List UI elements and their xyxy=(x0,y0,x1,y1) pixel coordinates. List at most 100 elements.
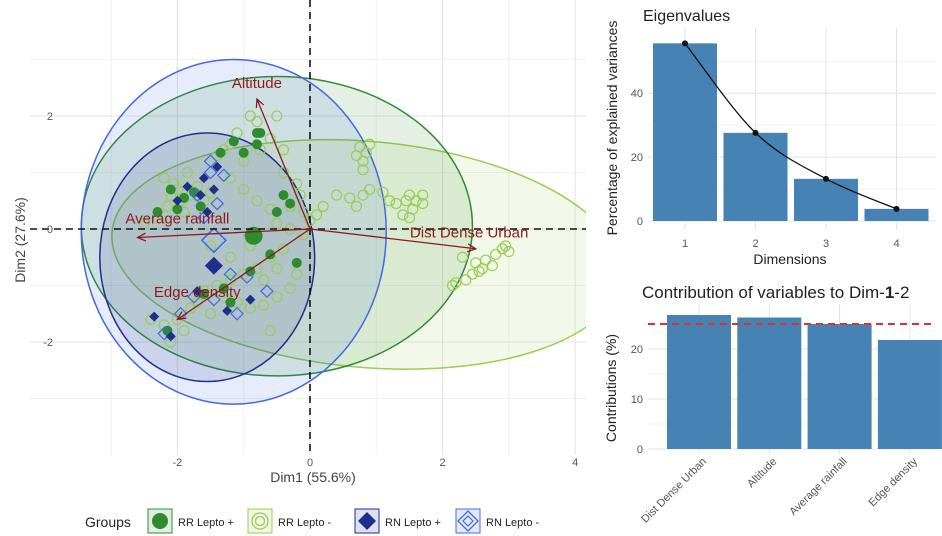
contrib-title: Contribution of variables to Dim-1-2 xyxy=(642,283,909,302)
eigenvalues-chart: 0 20 40 1 2 3 4 Eigenvalues Dimensions Percent… xyxy=(604,8,936,267)
point-rr-lepto-pos xyxy=(271,207,282,218)
arrow-edge-density xyxy=(177,228,311,320)
eigen-bar-dim-4 xyxy=(864,208,929,221)
point-rr-lepto-neg xyxy=(185,302,197,314)
pca-x-tick-label: 2 xyxy=(440,457,446,469)
contrib-x-tick-label: Dist Dense Urban xyxy=(639,456,709,526)
eigen-point-dim-1 xyxy=(682,40,688,47)
eigen-y-axis-label: Percentage of explained variances xyxy=(604,21,620,236)
point-rr-lepto-neg xyxy=(244,110,256,122)
point-rr-lepto-pos xyxy=(278,190,289,201)
point-rr-lepto-neg xyxy=(317,200,329,212)
point-rr-lepto-neg xyxy=(450,277,462,289)
pca-x-axis-label: Dim1 (55.6%) xyxy=(270,469,356,485)
legend-label-rn_pos: RN Lepto + xyxy=(385,517,441,529)
eigen-x-tick-label: 4 xyxy=(893,238,899,250)
point-rr-lepto-neg xyxy=(357,189,369,201)
point-rn-lepto-pos xyxy=(182,181,193,192)
point-rr-lepto-neg xyxy=(460,274,472,286)
point-rr-lepto-neg xyxy=(503,246,515,258)
contrib-y-tick-label: 20 xyxy=(631,344,643,356)
point-rr-lepto-neg xyxy=(158,172,170,184)
point-rr-lepto-neg xyxy=(486,260,498,272)
eigen-point-dim-4 xyxy=(893,205,900,212)
contrib-x-tick-label: Average rainfall xyxy=(787,456,849,518)
contrib-bar-altitude xyxy=(737,317,802,449)
point-rr-lepto-neg xyxy=(397,209,409,221)
point-rn-lepto-neg xyxy=(173,306,188,321)
point-rr-lepto-neg xyxy=(284,282,296,294)
legend-symbol-hollow-diamond xyxy=(457,510,479,532)
point-rr-lepto-neg xyxy=(291,268,303,280)
variable-label-dist-dense-urban: Dist Dense Urban xyxy=(410,224,528,241)
point-rn-lepto-pos xyxy=(222,305,233,316)
point-rn-lepto-neg xyxy=(210,196,225,211)
point-rn-lepto-neg xyxy=(203,165,218,180)
point-rn-lepto-pos xyxy=(198,173,209,184)
centroid-rn-lepto-neg xyxy=(200,227,227,254)
point-rr-lepto-neg xyxy=(277,166,290,179)
point-rr-lepto-neg xyxy=(204,240,217,252)
point-rr-lepto-neg xyxy=(390,197,402,210)
eigen-x-tick-label: 2 xyxy=(752,238,758,250)
arrowhead-edge-density xyxy=(176,311,187,321)
point-rn-lepto-pos xyxy=(172,195,183,206)
contrib-bars xyxy=(667,315,942,449)
point-rr-lepto-neg xyxy=(238,183,250,196)
eigen-tick-labels: 0 20 40 1 2 3 4 xyxy=(631,88,900,250)
point-rr-lepto-neg xyxy=(377,186,389,198)
point-rr-lepto-neg xyxy=(271,291,283,303)
contrib-bar-dist-dense-urban xyxy=(667,315,731,449)
point-rr-lepto-neg xyxy=(277,243,290,255)
point-rr-lepto-pos xyxy=(228,136,239,147)
point-rr-lepto-pos xyxy=(195,201,206,212)
point-rr-lepto-neg xyxy=(251,195,263,207)
point-rr-lepto-pos xyxy=(215,147,226,158)
point-rr-lepto-neg xyxy=(417,189,429,201)
arrowhead-dist-dense-urban xyxy=(467,243,478,253)
contrib-bar-edge-density xyxy=(877,340,942,449)
point-rr-lepto-neg xyxy=(446,279,459,292)
point-rr-lepto-neg xyxy=(364,138,376,150)
point-rn-lepto-pos xyxy=(195,190,206,201)
pca-y-axis-label: Dim2 (27.6%) xyxy=(12,197,28,283)
contribution-chart: 0 10 20 Dist Dense Urban Altitude Average rai… xyxy=(603,283,942,526)
contrib-x-tick-label: Edge density xyxy=(867,455,921,509)
point-rr-lepto-pos xyxy=(265,249,276,260)
eigen-y-tick-label: 0 xyxy=(637,216,643,228)
point-rr-lepto-neg xyxy=(383,195,396,207)
contrib-x-tick-label: Altitude xyxy=(745,456,779,490)
point-rr-lepto-neg xyxy=(264,325,276,337)
point-rn-lepto-neg xyxy=(223,267,238,282)
point-rr-lepto-pos xyxy=(152,207,163,218)
point-rn-lepto-neg xyxy=(260,284,274,298)
point-rr-lepto-neg xyxy=(499,240,512,252)
point-rn-lepto-pos xyxy=(245,294,256,305)
contrib-y-tick-label: 0 xyxy=(637,444,643,456)
pca-y-tick-label: 2 xyxy=(47,111,53,123)
pca-x-tick-label: 4 xyxy=(572,457,578,469)
pca-y-tick-label: 0 xyxy=(47,224,53,236)
eigen-bar-dim-2 xyxy=(723,132,788,221)
point-rr-lepto-pos xyxy=(165,184,176,195)
confidence-ellipse-rr_neg xyxy=(111,138,586,370)
point-rr-lepto-neg xyxy=(257,299,270,311)
contrib-y-axis-label: Contributions (%) xyxy=(603,334,619,442)
point-rn-lepto-pos xyxy=(192,286,203,297)
eigen-title: Eigenvalues xyxy=(643,8,730,25)
arrow-altitude xyxy=(256,98,311,230)
point-rr-lepto-neg xyxy=(490,248,502,261)
legend-label-rr_pos: RR Lepto + xyxy=(178,517,234,529)
pca-x-tick-label: 0 xyxy=(307,457,313,469)
point-rr-lepto-pos xyxy=(251,139,262,150)
point-rn-lepto-pos xyxy=(165,331,176,342)
variable-label-edge-density: Edge density xyxy=(154,284,241,301)
legend-label-rr_neg: RR Lepto - xyxy=(278,517,332,529)
point-rr-lepto-neg xyxy=(304,214,316,227)
groups-legend: Groups RR Lepto + RR Lepto - RN Lepto + RN … xyxy=(85,508,540,534)
legend-symbol-inner-diamond xyxy=(462,515,474,527)
pca-panel-background xyxy=(30,0,586,455)
point-rr-lepto-neg xyxy=(264,133,276,145)
eigen-y-tick-label: 40 xyxy=(631,88,643,100)
pca-y-tick-label: -2 xyxy=(43,337,53,349)
